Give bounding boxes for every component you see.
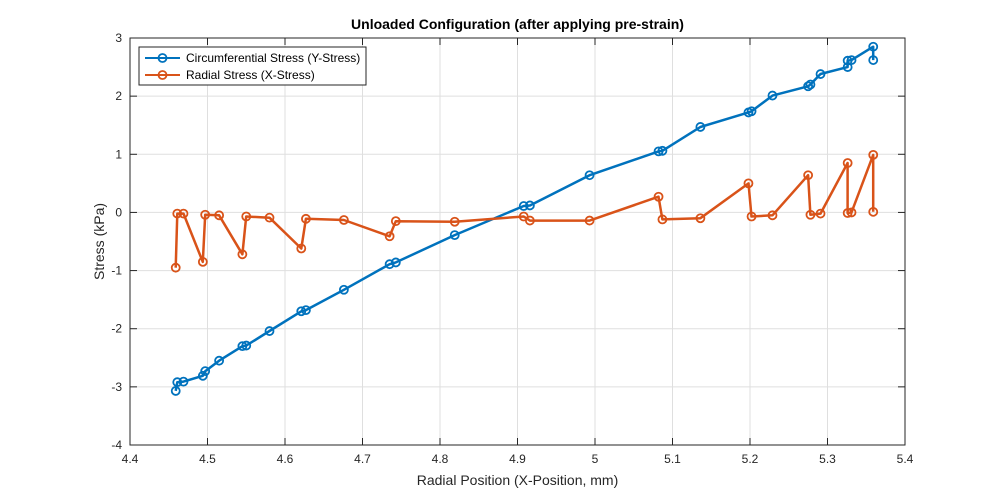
x-tick-label: 5.4 (897, 452, 914, 466)
data-point-circumferential-stress (868, 55, 879, 65)
legend: Circumferential Stress (Y-Stress) Radial… (138, 46, 367, 86)
data-point-circumferential-stress (653, 146, 664, 157)
data-point-radial-stress (846, 207, 857, 218)
y-tick-label: 1 (115, 147, 122, 161)
x-tick-label: 5.1 (664, 452, 681, 466)
data-point-radial-stress (301, 213, 311, 224)
data-point-radial-stress (170, 262, 181, 273)
y-tick-label: -2 (111, 322, 122, 336)
data-point-circumferential-stress (767, 90, 778, 101)
data-point-radial-stress (695, 213, 706, 224)
data-point-circumferential-stress (170, 386, 181, 396)
data-point-circumferential-stress (805, 79, 816, 90)
data-point-radial-stress (449, 216, 460, 227)
data-point-radial-stress (172, 208, 183, 219)
y-tick-label: 2 (115, 89, 122, 103)
data-point-radial-stress (178, 208, 189, 219)
data-point-radial-stress (390, 216, 401, 227)
data-point-radial-stress (805, 209, 816, 220)
legend-marker-circumferential (157, 53, 168, 63)
data-point-circumferential-stress (584, 170, 595, 181)
data-point-circumferential-stress (695, 122, 706, 132)
data-point-radial-stress (868, 206, 879, 217)
data-point-circumferential-stress (449, 230, 460, 241)
data-point-circumferential-stress (743, 107, 754, 118)
data-point-radial-stress (803, 170, 814, 181)
data-point-radial-stress (584, 215, 595, 226)
y-tick-label: 3 (115, 31, 122, 45)
y-axis-title: Stress (kPa) (91, 203, 107, 280)
data-point-circumferential-stress (264, 326, 275, 336)
x-tick-label: 5.3 (819, 452, 836, 466)
data-point-radial-stress (842, 208, 853, 218)
data-point-circumferential-stress (518, 201, 529, 211)
data-point-circumferential-stress (178, 376, 189, 387)
chart-title: Unloaded Configuration (after applying p… (351, 16, 684, 32)
data-point-circumferential-stress (803, 81, 814, 92)
y-tick-label: -4 (111, 438, 122, 452)
legend-label-circumferential: Circumferential Stress (Y-Stress) (186, 51, 360, 65)
data-point-circumferential-stress (237, 341, 248, 352)
data-point-circumferential-stress (301, 305, 311, 316)
data-point-circumferential-stress (842, 55, 853, 66)
data-point-circumferential-stress (525, 200, 535, 211)
y-axis: -4 -3 -2 -1 0 1 2 3 (111, 31, 905, 452)
data-point-circumferential-stress (296, 306, 307, 317)
y-tick-label: 0 (115, 205, 122, 219)
data-point-circumferential-stress (815, 69, 826, 79)
data-point-radial-stress (842, 158, 853, 168)
data-point-circumferential-stress (197, 370, 208, 381)
series-layer (170, 41, 879, 396)
data-point-circumferential-stress (657, 145, 668, 156)
data-point-radial-stress (296, 243, 307, 254)
x-tick-label: 4.4 (122, 452, 139, 466)
x-tick-label: 4.5 (199, 452, 216, 466)
data-point-radial-stress (746, 211, 757, 222)
data-point-radial-stress (653, 191, 664, 202)
data-point-radial-stress (384, 231, 395, 242)
series-radial-stress (170, 149, 879, 273)
data-point-radial-stress (868, 149, 879, 160)
data-point-radial-stress (197, 256, 208, 267)
x-axis-title: Radial Position (X-Position, mm) (417, 472, 619, 488)
y-tick-label: -1 (111, 264, 122, 278)
data-point-circumferential-stress (172, 377, 183, 388)
x-tick-label: 5.2 (742, 452, 759, 466)
data-point-radial-stress (264, 212, 275, 223)
legend-box (138, 46, 367, 86)
data-point-radial-stress (241, 211, 252, 222)
series-circumferential-stress (170, 41, 879, 396)
data-point-circumferential-stress (390, 257, 401, 268)
data-point-radial-stress (525, 215, 535, 226)
data-point-radial-stress (815, 208, 826, 219)
data-point-circumferential-stress (842, 62, 853, 72)
x-tick-label: 4.6 (277, 452, 294, 466)
data-point-circumferential-stress (868, 41, 879, 52)
x-tick-label: 4.8 (432, 452, 449, 466)
data-point-radial-stress (767, 210, 778, 221)
data-point-circumferential-stress (338, 284, 349, 295)
y-tick-label: -3 (111, 380, 122, 394)
data-point-circumferential-stress (384, 259, 395, 270)
data-point-radial-stress (214, 210, 225, 221)
data-point-radial-stress (338, 215, 349, 225)
data-point-circumferential-stress (214, 355, 225, 366)
x-tick-label: 5 (592, 452, 599, 466)
data-point-circumferential-stress (241, 340, 252, 351)
data-point-radial-stress (200, 209, 211, 220)
legend-marker-radial (157, 70, 168, 80)
legend-label-radial: Radial Stress (X-Stress) (186, 68, 315, 82)
data-point-radial-stress (237, 249, 248, 260)
x-tick-label: 4.7 (354, 452, 371, 466)
data-point-radial-stress (743, 178, 754, 189)
data-point-circumferential-stress (200, 366, 211, 377)
x-axis: 4.4 4.5 4.6 4.7 4.8 4.9 5 5.1 5.2 5.3 5.4 (122, 38, 914, 466)
x-tick-label: 4.9 (509, 452, 526, 466)
data-point-radial-stress (657, 214, 668, 225)
